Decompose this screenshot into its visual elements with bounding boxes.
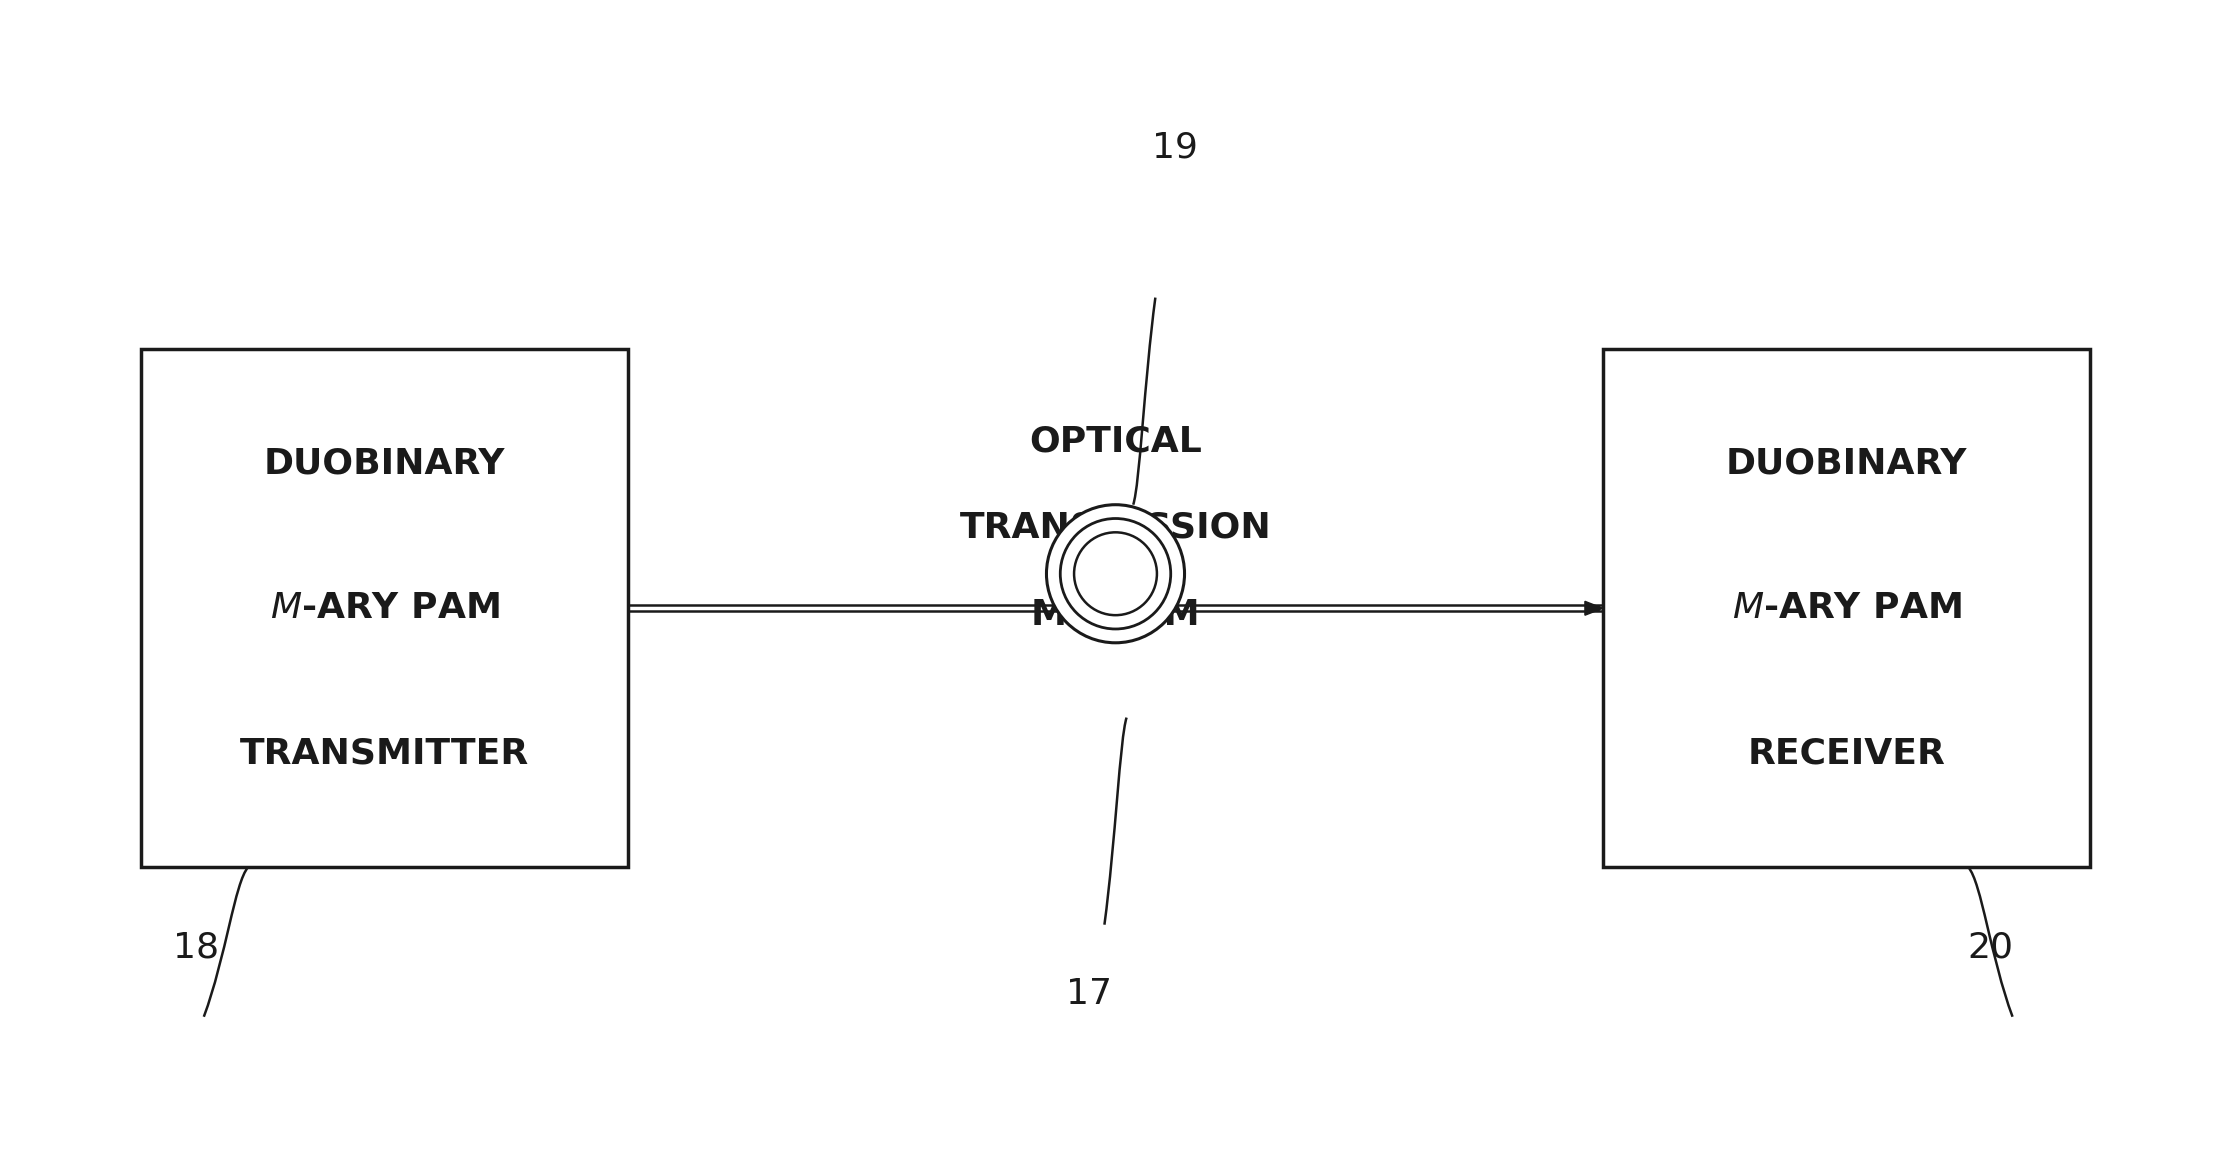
Polygon shape [1584,602,1602,615]
Text: TRANSMITTER: TRANSMITTER [241,736,529,771]
Ellipse shape [1046,504,1185,643]
Text: RECEIVER: RECEIVER [1747,736,1945,771]
Text: MEDIUM: MEDIUM [1031,597,1200,630]
Text: DUOBINARY: DUOBINARY [1727,446,1968,480]
Text: OPTICAL: OPTICAL [1028,424,1203,459]
Bar [1602,349,2090,867]
Text: $\mathit{M}$-ARY PAM: $\mathit{M}$-ARY PAM [1731,591,1961,625]
Text: TRANSMISSION: TRANSMISSION [959,511,1272,545]
Text: 17: 17 [1066,977,1111,1011]
Ellipse shape [1073,532,1158,615]
Text: $\mathit{M}$-ARY PAM: $\mathit{M}$-ARY PAM [270,591,500,625]
Text: DUOBINARY: DUOBINARY [263,446,504,480]
Text: 19: 19 [1153,131,1198,165]
Ellipse shape [1060,518,1171,629]
Text: 20: 20 [1968,931,2012,964]
Bar [141,349,629,867]
Text: 18: 18 [174,931,219,964]
